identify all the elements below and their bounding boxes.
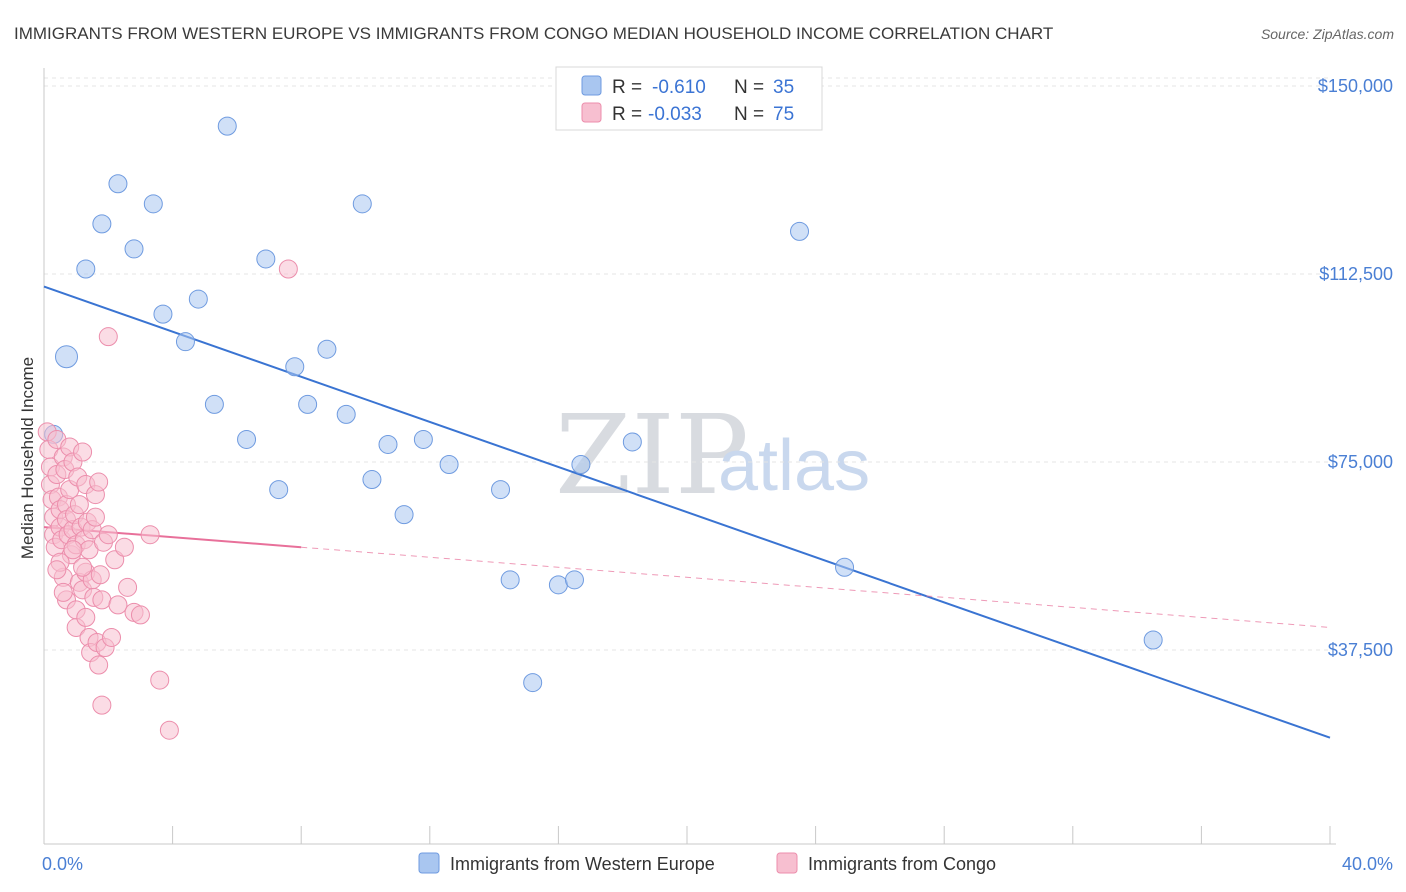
legend-r-value-2: -0.033 [648, 104, 702, 125]
point-series-1-59 [114, 537, 134, 557]
point-series-1-33 [73, 442, 93, 462]
point-series-0-14 [285, 357, 305, 377]
point-series-1-48 [89, 655, 109, 675]
watermark: ZIP atlas [555, 391, 870, 519]
point-series-1-74 [53, 582, 73, 602]
scatter-points [37, 116, 1163, 740]
point-series-0-20 [378, 434, 398, 454]
point-series-0-29 [571, 455, 591, 475]
point-series-0-13 [269, 480, 289, 500]
legend-n-label-2: N = [734, 104, 764, 125]
point-series-0-0 [55, 345, 79, 369]
bottom-legend-swatch-western-europe [418, 852, 440, 874]
point-series-1-50 [92, 695, 112, 715]
legend-swatch-congo [581, 102, 602, 123]
legend: R = -0.610 N = 35 R = -0.033 N = 75 [555, 66, 823, 131]
watermark-zip: ZIP [555, 391, 749, 519]
trend-line-series-0 [43, 285, 1331, 739]
point-series-1-58 [108, 595, 128, 615]
point-series-0-31 [790, 221, 810, 241]
point-series-0-33 [1143, 630, 1163, 650]
point-series-0-26 [523, 673, 543, 693]
bottom-legend-label-congo: Immigrants from Congo [808, 854, 996, 874]
legend-n-label-1: N = [734, 77, 764, 98]
y-tick-label-2: $75,000 [1328, 452, 1393, 472]
legend-r-value-1: -0.610 [652, 77, 706, 98]
point-series-0-4 [124, 239, 144, 259]
point-series-0-28 [564, 570, 584, 590]
point-series-1-51 [92, 590, 112, 610]
point-series-1-29 [69, 495, 89, 515]
bottom-legend-label-western-europe: Immigrants from Western Europe [450, 854, 715, 874]
point-series-1-63 [140, 525, 160, 545]
y-tick-label-3: $37,500 [1328, 640, 1393, 660]
point-series-1-70 [76, 607, 96, 627]
point-series-0-3 [108, 174, 128, 194]
point-series-1-71 [47, 560, 67, 580]
point-series-1-49 [90, 565, 110, 585]
point-series-0-27 [548, 575, 568, 595]
point-series-0-21 [394, 505, 414, 525]
x-tick-label-end: 40.0% [1342, 854, 1393, 874]
trend-line-extension-series-1 [301, 546, 1331, 628]
point-series-0-1 [76, 259, 96, 279]
legend-swatch-western-europe [581, 75, 602, 96]
point-series-0-2 [92, 214, 112, 234]
point-series-1-44 [85, 507, 105, 527]
point-series-0-22 [413, 429, 433, 449]
point-series-1-60 [118, 577, 138, 597]
point-series-0-9 [204, 394, 224, 414]
point-series-0-24 [491, 480, 511, 500]
point-series-0-12 [256, 249, 276, 269]
point-series-0-25 [500, 570, 520, 590]
y-tick-label-0: $150,000 [1318, 76, 1393, 96]
point-series-0-8 [188, 289, 208, 309]
point-series-0-16 [317, 339, 337, 359]
point-series-1-66 [278, 259, 298, 279]
watermark-atlas: atlas [718, 426, 870, 506]
point-series-1-64 [150, 670, 170, 690]
gridlines [44, 77, 1330, 651]
point-series-1-55 [98, 525, 118, 545]
point-series-1-57 [105, 550, 125, 570]
point-series-0-23 [439, 455, 459, 475]
point-series-1-56 [102, 627, 122, 647]
legend-r-label-2: R = [612, 104, 642, 125]
point-series-1-65 [159, 720, 179, 740]
point-series-0-32 [835, 557, 855, 577]
point-series-0-10 [217, 116, 237, 136]
point-series-0-6 [153, 304, 173, 324]
chart-source: Source: ZipAtlas.com [1261, 26, 1394, 42]
bottom-legend: Immigrants from Western Europe Immigrant… [418, 852, 996, 874]
legend-n-value-1: 35 [773, 77, 794, 98]
point-series-0-19 [362, 470, 382, 490]
point-series-1-72 [63, 540, 83, 560]
legend-r-label-1: R = [612, 77, 642, 98]
x-tick-label-start: 0.0% [42, 854, 83, 874]
chart-title: IMMIGRANTS FROM WESTERN EUROPE VS IMMIGR… [14, 24, 1053, 43]
bottom-legend-swatch-congo [776, 852, 798, 874]
point-series-0-5 [143, 194, 163, 214]
legend-n-value-2: 75 [773, 104, 794, 125]
point-series-0-18 [352, 194, 372, 214]
point-series-1-73 [73, 557, 93, 577]
y-tick-label-1: $112,500 [1319, 264, 1393, 284]
trend-lines [43, 285, 1331, 739]
point-series-1-62 [130, 605, 150, 625]
point-series-0-17 [336, 404, 356, 424]
point-series-0-30 [622, 432, 642, 452]
point-series-0-15 [298, 394, 318, 414]
point-series-0-7 [175, 332, 195, 352]
point-series-1-54 [98, 327, 118, 347]
point-series-1-47 [89, 472, 109, 492]
y-tick-labels: $150,000 $112,500 $75,000 $37,500 [1318, 76, 1393, 660]
y-axis-label: Median Household Income [18, 357, 37, 559]
point-series-0-11 [237, 429, 257, 449]
